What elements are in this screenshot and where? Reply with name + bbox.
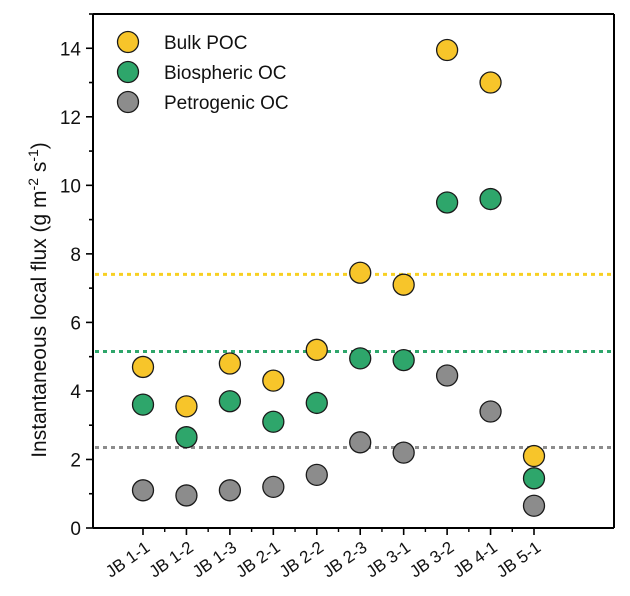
point-1-0 <box>131 393 155 416</box>
point-2-1 <box>175 484 198 507</box>
x-tick-label-3: JB 2-1 <box>232 538 283 582</box>
point-1-9 <box>522 467 546 490</box>
y-axis-label-end: ) <box>28 142 51 149</box>
legend-label-0: Bulk POC <box>164 33 247 54</box>
point-1-6 <box>392 348 415 372</box>
point-0-1 <box>175 395 198 418</box>
data-points <box>131 38 546 517</box>
point-2-3 <box>262 475 285 499</box>
y-tick-label-0: 0 <box>70 519 81 540</box>
x-tick-label-2: JB 1-3 <box>189 538 240 582</box>
point-2-8 <box>479 400 502 423</box>
point-2-4 <box>305 463 328 487</box>
point-1-5 <box>349 347 372 370</box>
point-0-4 <box>305 338 328 361</box>
point-1-4 <box>305 391 328 415</box>
point-0-9 <box>522 444 546 468</box>
x-tick-label-7: JB 3-2 <box>406 538 457 582</box>
x-tick-label-6: JB 3-1 <box>363 538 414 582</box>
point-0-3 <box>262 369 285 392</box>
point-0-8 <box>479 71 502 94</box>
point-0-7 <box>435 38 459 62</box>
y-tick-label-14: 14 <box>60 39 82 60</box>
x-tick-label-9: JB 5-1 <box>493 538 544 582</box>
y-tick-label-2: 2 <box>70 450 81 471</box>
y-tick-label-10: 10 <box>60 176 81 197</box>
point-0-2 <box>218 352 242 375</box>
x-tick-label-4: JB 2-2 <box>276 538 327 582</box>
point-2-5 <box>349 431 372 454</box>
point-2-2 <box>218 479 242 502</box>
legend-label-2: Petrogenic OC <box>164 93 289 114</box>
x-tick-label-8: JB 4-1 <box>450 538 501 582</box>
point-1-2 <box>218 390 242 413</box>
point-2-7 <box>435 364 459 387</box>
x-tick-label-1: JB 1-2 <box>146 538 197 582</box>
y-axis-label-main: Instantaneous local flux (g m <box>28 190 51 457</box>
point-1-8 <box>479 187 502 211</box>
y-tick-label-6: 6 <box>70 313 81 334</box>
legend-marker-2 <box>116 90 140 114</box>
y-axis-label-sup1: -2 <box>25 178 41 191</box>
point-1-1 <box>175 426 198 449</box>
point-0-5 <box>349 261 372 284</box>
legend-marker-1 <box>116 60 140 84</box>
y-tick-label-4: 4 <box>70 382 81 403</box>
point-2-6 <box>392 441 415 464</box>
point-2-9 <box>522 494 546 517</box>
legend-label-1: Biospheric OC <box>164 63 287 84</box>
y-axis-label-sup2: -1 <box>25 149 41 162</box>
y-tick-label-12: 12 <box>60 108 81 129</box>
point-1-3 <box>262 410 285 433</box>
x-tick-label-5: JB 2-3 <box>319 538 370 582</box>
x-tick-label-0: JB 1-1 <box>102 538 153 582</box>
legend: Bulk POC Biospheric OC Petrogenic OC <box>116 30 289 114</box>
y-axis-label: Instantaneous local flux (g m-2 s-1) <box>25 142 51 458</box>
legend-marker-0 <box>116 30 140 54</box>
point-0-0 <box>131 355 155 379</box>
point-0-6 <box>392 273 415 296</box>
y-tick-label-8: 8 <box>70 245 81 266</box>
point-2-0 <box>131 479 155 502</box>
y-axis-label-mid: s <box>28 162 51 178</box>
point-1-7 <box>435 191 459 214</box>
